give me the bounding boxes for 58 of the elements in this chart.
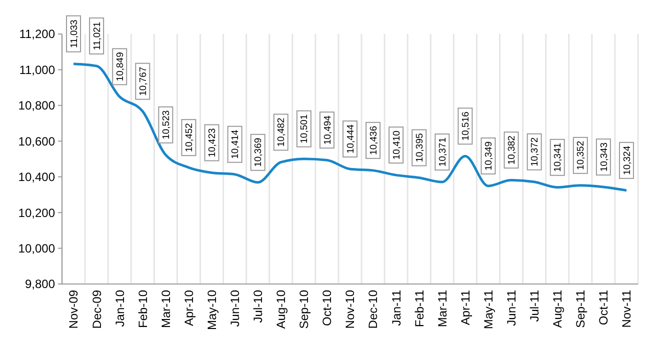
- data-label: 10,444: [345, 124, 356, 154]
- data-label: 10,349: [484, 141, 495, 170]
- data-label: 10,414: [230, 130, 242, 159]
- data-label: 10,767: [138, 66, 149, 96]
- data-label: 10,352: [576, 140, 587, 170]
- x-tick-label: Jun-11: [504, 290, 518, 326]
- data-label: 10,343: [598, 142, 610, 172]
- x-tick-label: Feb-10: [136, 290, 150, 328]
- y-tick-label: 11,200: [19, 27, 56, 42]
- y-tick-label: 10,200: [18, 206, 56, 220]
- x-tick-label: Jun-10: [228, 290, 242, 327]
- data-label: 10,452: [184, 123, 196, 152]
- data-label: 11,021: [92, 22, 103, 50]
- data-label: 10,395: [414, 133, 426, 162]
- data-label: 10,410: [391, 130, 402, 160]
- data-label: 10,372: [530, 137, 541, 166]
- data-label: 10,523: [161, 110, 172, 140]
- x-tick-label: Dec-10: [366, 290, 380, 329]
- y-tick-label: 9,800: [24, 277, 56, 292]
- x-tick-label: Apr-11: [458, 290, 472, 326]
- data-label: 10,516: [460, 112, 472, 141]
- x-tick-label: Oct-10: [320, 290, 334, 326]
- x-tick-label: Dec-09: [90, 290, 104, 329]
- x-tick-label: Nov-10: [343, 290, 358, 329]
- data-label: 10,436: [368, 126, 380, 155]
- data-label: 10,324: [622, 146, 633, 175]
- x-tick-label: Aug-11: [550, 290, 565, 328]
- x-tick-label: Sep-10: [297, 290, 312, 329]
- x-tick-label: May-11: [481, 290, 496, 330]
- data-label: 10,341: [552, 142, 564, 172]
- x-tick-label: Nov-11: [620, 290, 634, 328]
- x-tick-label: Mar-10: [158, 290, 173, 328]
- data-label: 10,423: [207, 128, 218, 158]
- x-tick-label: Nov-09: [66, 290, 81, 329]
- x-tick-label: Jan-11: [389, 290, 404, 326]
- data-label: 10,501: [299, 114, 310, 144]
- y-tick-label: 10,400: [18, 170, 56, 184]
- data-label: 10,369: [253, 138, 264, 167]
- data-label: 10,849: [114, 52, 126, 82]
- x-tick-label: Apr-10: [182, 290, 196, 326]
- data-label: 10,371: [437, 138, 448, 167]
- x-tick-label: May-10: [204, 290, 219, 330]
- x-tick-label: Jul-11: [528, 290, 542, 322]
- data-label: 10,494: [322, 116, 334, 145]
- y-tick-label: 10,800: [18, 98, 56, 113]
- x-tick-label: Aug-10: [274, 290, 288, 329]
- x-tick-label: Feb-11: [412, 290, 426, 328]
- y-tick-label: 10,000: [18, 241, 56, 256]
- x-tick-label: Jan-10: [112, 290, 127, 327]
- x-tick-label: Mar-11: [435, 290, 450, 328]
- y-tick-label: 10,600: [18, 134, 56, 148]
- data-label: 10,482: [276, 118, 288, 147]
- data-label: 11,033: [68, 20, 80, 48]
- y-tick-label: 11,000: [19, 62, 56, 77]
- x-tick-label: Oct-11: [596, 290, 611, 326]
- data-label: 10,382: [506, 136, 518, 165]
- x-tick-label: Sep-11: [574, 290, 588, 328]
- x-tick-label: Jul-10: [251, 290, 266, 323]
